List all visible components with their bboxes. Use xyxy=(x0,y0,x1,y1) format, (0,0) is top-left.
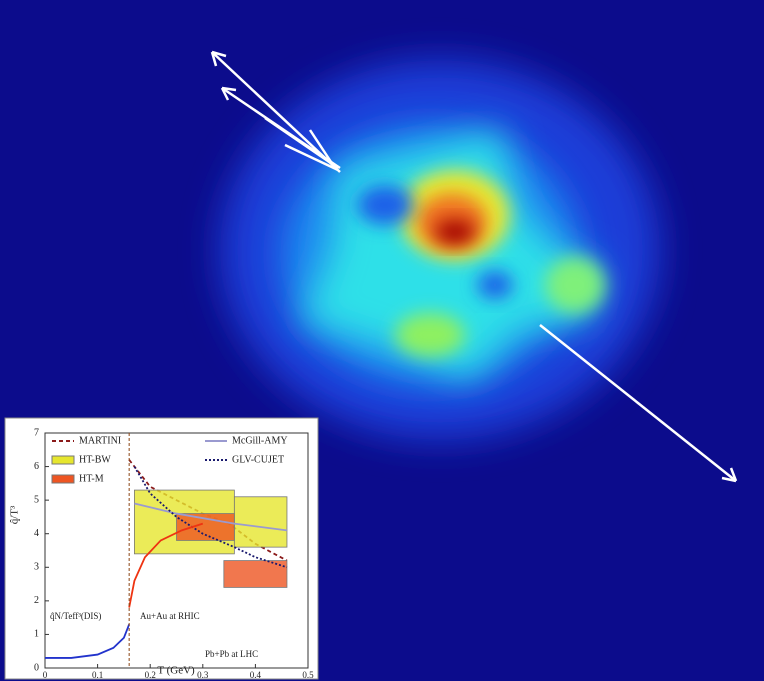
legend-label: HT-BW xyxy=(79,454,111,465)
heat-map xyxy=(220,60,660,440)
legend-label: GLV-CUJET xyxy=(232,454,284,465)
legend-label: MARTINI xyxy=(79,435,121,446)
y-tick-label: 2 xyxy=(34,595,39,606)
x-tick-label: 0.3 xyxy=(197,670,209,680)
x-axis-label: T (GeV) xyxy=(157,665,195,677)
y-tick-label: 7 xyxy=(34,427,39,438)
x-tick-label: 0.5 xyxy=(302,670,314,680)
annotation: Au+Au at RHIC xyxy=(140,611,200,621)
y-tick-label: 0 xyxy=(34,662,39,673)
x-tick-label: 0.1 xyxy=(92,670,103,680)
band xyxy=(234,497,287,547)
y-axis-label: q̂/T³ xyxy=(9,505,21,524)
y-tick-label: 4 xyxy=(34,528,39,539)
legend-label: HT-M xyxy=(79,473,104,484)
band xyxy=(224,561,287,588)
x-tick-label: 0.2 xyxy=(145,670,156,680)
annotation: q̂N/Teff³(DIS) xyxy=(50,611,101,621)
y-tick-label: 1 xyxy=(34,629,39,640)
y-tick-label: 6 xyxy=(34,461,39,472)
y-tick-label: 5 xyxy=(34,494,39,505)
x-tick-label: 0 xyxy=(43,670,48,680)
band xyxy=(177,514,235,541)
y-tick-label: 3 xyxy=(34,562,39,573)
legend-label: McGill-AMY xyxy=(232,435,288,446)
legend-swatch xyxy=(52,456,74,464)
legend-swatch xyxy=(52,475,74,483)
x-tick-label: 0.4 xyxy=(250,670,262,680)
annotation: Pb+Pb at LHC xyxy=(205,649,258,659)
figure: T (GeV) q̂/T³ 0 0.1 0.2 0.3 0.4 0.5 0 1 2 3 4 5 6 7 MA… xyxy=(0,0,764,681)
